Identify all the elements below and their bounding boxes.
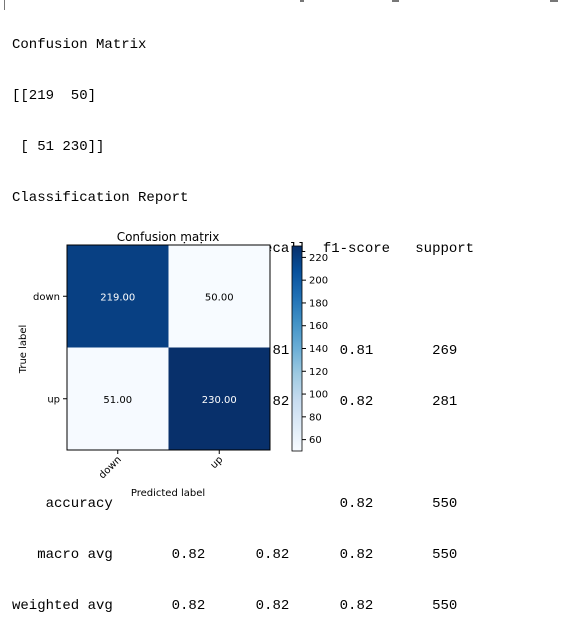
heatmap-cell (168, 245, 270, 348)
x-tick-label: down (97, 454, 124, 481)
heatmap-cell-label: 230.00 (202, 395, 237, 406)
heatmap-cell (67, 245, 169, 348)
report-row-macro-avg: macro avg 0.82 0.82 0.82 550 (12, 547, 458, 563)
colorbar-gradient (291, 245, 303, 452)
cm-row-1: [[219 50] (12, 88, 97, 104)
heatmap-cell (67, 347, 169, 450)
chart-title: Confusion matrix (117, 230, 220, 244)
colorbar-tick-label: 180 (309, 298, 328, 309)
heatmap-cell-label: 51.00 (103, 395, 132, 406)
top-scroll-artifacts (0, 0, 571, 10)
heatmap-cell (168, 347, 270, 450)
heatmap-cell-labels: 219.00 50.00 51.00 230.00 (100, 292, 237, 406)
y-tick-label: up (47, 394, 60, 405)
heatmap-cell-label: 219.00 (100, 292, 135, 303)
plot-frame (66, 244, 271, 451)
heatmap-cells (67, 245, 270, 450)
report-row-weighted-avg: weighted avg 0.82 0.82 0.82 550 (12, 598, 458, 614)
colorbar-tick-label: 160 (309, 321, 328, 332)
colorbar-tick-label: 200 (309, 276, 328, 287)
report-header: Classification Report (12, 190, 189, 206)
heatmap-cell-label: 50.00 (205, 292, 234, 303)
colorbar-tick-label: 100 (309, 390, 328, 401)
colorbar-tick-label: 140 (309, 344, 328, 355)
cm-row-2: [ 51 230]] (12, 139, 105, 155)
colorbar-tick-label: 60 (309, 435, 322, 446)
y-axis-label: True label (18, 325, 29, 375)
colorbar-tick-label: 80 (309, 412, 322, 423)
colorbar-tick-label: 120 (309, 367, 328, 378)
y-tick-label: down (33, 292, 60, 303)
cm-header: Confusion Matrix (12, 37, 147, 53)
colorbar-tick-label: 220 (309, 253, 328, 264)
x-tick-label: up (209, 454, 226, 471)
x-axis-label: Predicted label (131, 488, 205, 499)
colorbar: 60 80 100 120 140 160 180 200 220 (291, 245, 328, 452)
